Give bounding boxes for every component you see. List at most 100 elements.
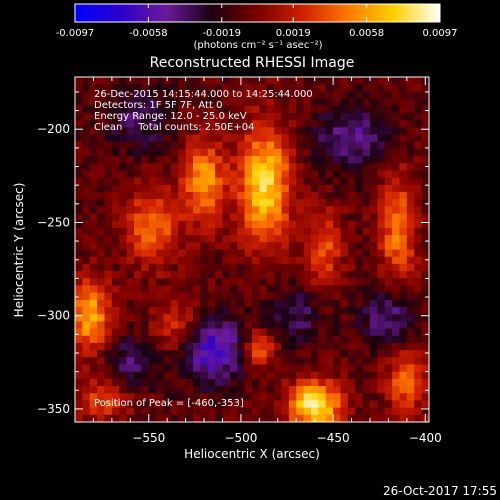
heatmap-cell [377, 141, 386, 150]
heatmap-cell [362, 263, 371, 272]
heatmap-cell [333, 177, 341, 186]
heatmap-cell [75, 285, 83, 294]
heatmap-cell [163, 199, 172, 207]
heatmap-cell [148, 350, 157, 358]
heatmap-cell [244, 120, 253, 128]
heatmap-cell [200, 386, 209, 394]
heatmap-cell [89, 141, 98, 150]
heatmap-cell [281, 342, 290, 351]
y-tick-label: −350 [37, 402, 70, 416]
heatmap-cell [119, 285, 128, 294]
heatmap-cell [75, 156, 83, 164]
heatmap-cell [193, 170, 201, 179]
heatmap-cell [311, 120, 319, 128]
heatmap-cell [384, 156, 393, 164]
heatmap-cell [266, 184, 275, 193]
heatmap-cell [141, 227, 150, 236]
heatmap-cell [399, 235, 408, 243]
heatmap-cell [163, 400, 172, 409]
heatmap-cell [170, 177, 179, 186]
heatmap-cell [178, 177, 187, 186]
heatmap-cell [207, 120, 216, 128]
heatmap-cell [399, 393, 408, 401]
heatmap-cell [141, 134, 150, 143]
info-text: 26-Dec-2015 14:15:44.000 to 14:25:44.000… [94, 89, 313, 409]
heatmap-cell [392, 378, 400, 387]
heatmap-cell [399, 112, 408, 121]
heatmap-cell [362, 407, 371, 416]
heatmap-cell [89, 199, 98, 207]
heatmap-cell [384, 378, 393, 387]
heatmap-cell [406, 127, 415, 135]
heatmap-cell [421, 321, 429, 329]
heatmap-cell [377, 378, 386, 387]
heatmap-cell [148, 156, 157, 164]
heatmap-cell [333, 199, 341, 207]
heatmap-cell [82, 249, 91, 258]
heatmap-cell [111, 386, 120, 394]
heatmap-cell [362, 350, 371, 358]
heatmap-cell [377, 328, 386, 337]
heatmap-cell [266, 414, 275, 422]
heatmap-cell [296, 91, 305, 99]
heatmap-cell [421, 148, 429, 157]
heatmap-cell [89, 386, 98, 394]
heatmap-cell [193, 400, 201, 409]
heatmap-cell [170, 105, 179, 114]
heatmap-cell [399, 307, 408, 315]
heatmap-cell [340, 141, 349, 150]
heatmap-cell [237, 400, 246, 409]
heatmap-cell [82, 192, 91, 200]
heatmap-cell [119, 242, 128, 250]
y-axis-label: Heliocentric Y (arcsec) [12, 183, 26, 318]
heatmap-cell [156, 134, 164, 143]
heatmap-cell [370, 206, 378, 214]
heatmap-cell [384, 285, 393, 294]
heatmap-cell [148, 134, 157, 143]
heatmap-cell [237, 242, 246, 250]
heatmap-cell [244, 170, 253, 179]
heatmap-cell [244, 77, 253, 85]
heatmap-cell [318, 148, 327, 157]
heatmap-cell [274, 335, 282, 344]
heatmap-cell [156, 342, 164, 351]
heatmap-cell [370, 84, 378, 92]
heatmap-cell [311, 192, 319, 200]
heatmap-cell [252, 285, 260, 294]
heatmap-cell [384, 84, 393, 92]
heatmap-cell [421, 177, 429, 186]
heatmap-cell [340, 407, 349, 416]
heatmap-cell [97, 141, 105, 150]
heatmap-cell [347, 184, 356, 193]
heatmap-cell [178, 184, 187, 193]
heatmap-cell [266, 213, 275, 222]
heatmap-cell [111, 335, 120, 344]
heatmap-cell [170, 134, 179, 143]
heatmap-cell [134, 84, 142, 92]
heatmap-cell [222, 199, 231, 207]
heatmap-cell [266, 342, 275, 351]
heatmap-cell [111, 278, 120, 286]
heatmap-cell [333, 213, 341, 222]
heatmap-cell [97, 364, 105, 373]
heatmap-cell [222, 148, 231, 157]
heatmap-cell [104, 112, 113, 121]
heatmap-cell [274, 192, 282, 200]
heatmap-cell [163, 141, 172, 150]
heatmap-cell [126, 192, 135, 200]
heatmap-cell [97, 321, 105, 329]
heatmap-cell [207, 77, 216, 85]
heatmap-cell [318, 414, 327, 422]
heatmap-cell [392, 256, 400, 265]
info-line-time: 26-Dec-2015 14:15:44.000 to 14:25:44.000 [94, 89, 313, 100]
heatmap-cell [244, 321, 253, 329]
heatmap-cell [237, 292, 246, 301]
heatmap-cell [89, 227, 98, 236]
heatmap-cell [355, 184, 364, 193]
heatmap-cell [318, 134, 327, 143]
heatmap-cell [274, 98, 282, 107]
heatmap-cell [178, 386, 187, 394]
heatmap-cell [134, 163, 142, 171]
heatmap-cell [399, 156, 408, 164]
heatmap-cell [311, 285, 319, 294]
